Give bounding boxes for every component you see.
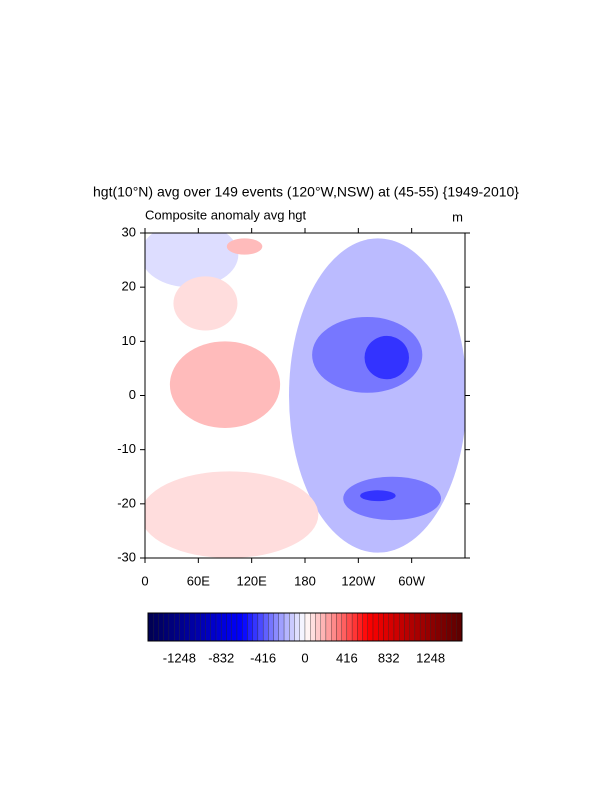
colorbar-box [289,612,295,642]
colorbar-box [399,612,405,642]
colorbar-box [325,612,332,642]
colorbar-box [404,612,410,642]
colorbar-box [456,612,463,642]
x-tick-label: 60E [187,573,210,588]
field [145,233,465,558]
colorbar-box [304,612,311,642]
colorbar-box [393,612,400,642]
y-tick-label: 20 [122,279,136,294]
colorbar-box [236,612,243,642]
colorbar-box [268,612,274,642]
contour-region [145,233,239,288]
colorbar-box [372,612,379,642]
colorbar-box [362,612,368,642]
colorbar-box [210,612,217,642]
colorbar-label: -1248 [163,650,196,665]
colorbar-label: 1248 [416,650,445,665]
colorbar-box [257,612,264,642]
colorbar-box [163,612,170,642]
colorbar-box [158,612,164,642]
colorbar-frame [147,612,463,642]
colorbar-box [194,612,201,642]
colorbar-box [451,612,457,642]
contour-region [364,335,409,380]
colorbar-box [383,612,389,642]
colorbar-box [168,612,175,642]
x-tick-label: 180 [294,573,316,588]
y-tick-label: -10 [117,441,136,456]
y-tick-label: -30 [117,549,136,564]
colorbar-box [215,612,222,642]
colorbar-box [430,612,436,642]
y-tick-label: 0 [129,387,136,402]
colorbar-box [278,612,285,642]
colorbar-box [247,612,253,642]
colorbar-box [153,612,159,642]
colorbar-box [336,612,342,642]
colorbar-box [388,612,395,642]
colorbar-box [242,612,248,642]
contour-region [173,276,238,331]
colorbar-label: 0 [301,650,308,665]
contour-region [289,238,465,553]
x-tick-label: 120E [236,573,267,588]
contour-region [226,238,263,255]
y-tick-label: 10 [122,333,136,348]
colorbar-box [341,612,348,642]
subtitle: Composite anomaly avg hgt [145,207,307,222]
x-tick-label: 0 [141,573,148,588]
colorbar-box [184,612,191,642]
colorbar-box [409,612,416,642]
colorbar-box [315,612,321,642]
colorbar-box [221,612,227,642]
colorbar-box [189,612,196,642]
colorbar-box [147,612,154,642]
colorbar-box [320,612,327,642]
chart-title: hgt(10°N) avg over 149 events (120°W,NSW… [93,184,519,200]
colorbar-box [310,612,316,642]
colorbar-box [435,612,442,642]
units: m [452,209,463,224]
contour-region [169,341,281,428]
colorbar-label: 832 [378,650,400,665]
contour-region [360,490,396,502]
colorbar-box [414,612,421,642]
x-tick-label: 60W [398,573,425,588]
colorbar-box [357,612,363,642]
colorbar-box [378,612,384,642]
y-tick-label: -20 [117,495,136,510]
colorbar-box [294,612,300,642]
colorbar-box [331,612,337,642]
colorbar-label: 416 [336,650,358,665]
colorbar-box [283,612,290,642]
colorbar-box [273,612,279,642]
colorbar-label: -416 [250,650,276,665]
colorbar-box [440,612,447,642]
colorbar-box [179,612,185,642]
colorbar-box [200,612,206,642]
colorbar-box [346,612,353,642]
colorbar-box [174,612,180,642]
colorbar-box [446,612,452,642]
y-tick-label: 30 [122,224,136,239]
colorbar-label: -832 [208,650,234,665]
colorbar-box [351,612,358,642]
colorbar-box [252,612,259,642]
colorbar-box [299,612,306,642]
colorbar-box [231,612,238,642]
colorbar-box [367,612,374,642]
colorbar-box [262,612,269,642]
colorbar-box [205,612,211,642]
colorbar-box [425,612,431,642]
x-tick-label: 120W [341,573,376,588]
colorbar-box [419,612,426,642]
contour-region [145,471,319,558]
colorbar-box [226,612,232,642]
